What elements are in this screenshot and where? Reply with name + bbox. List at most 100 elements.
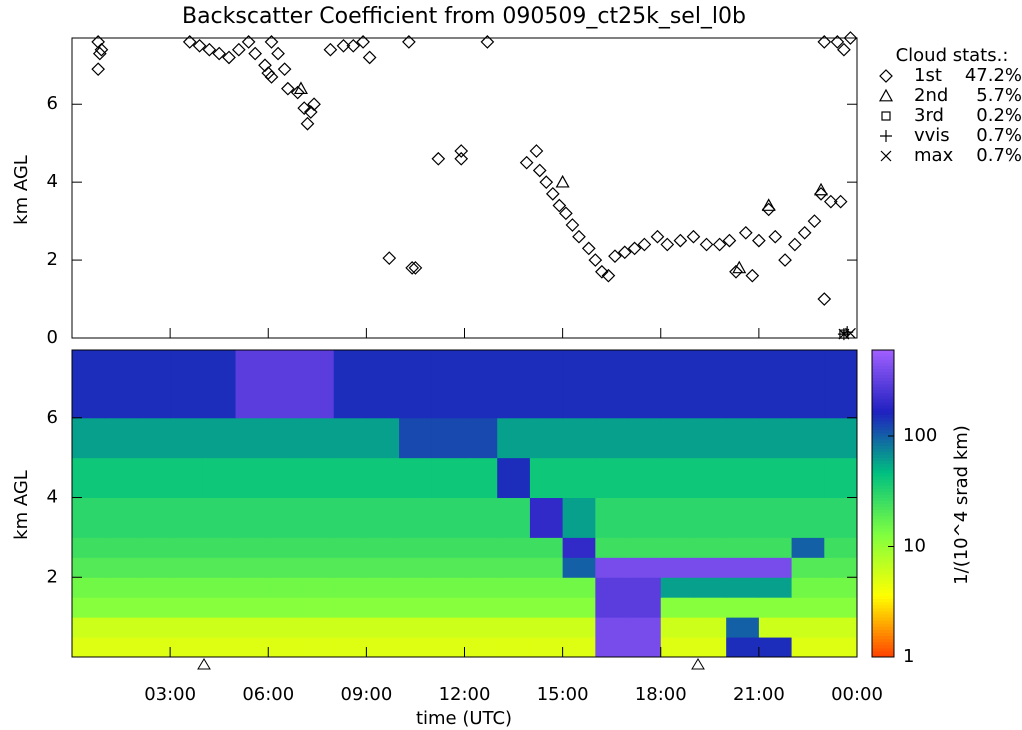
colorbar-band bbox=[872, 396, 894, 400]
heatmap-cell bbox=[399, 350, 433, 419]
heatmap-cell bbox=[562, 577, 596, 598]
heatmap-cell bbox=[366, 537, 400, 558]
heatmap-cell bbox=[202, 457, 237, 499]
colorbar-band bbox=[872, 399, 894, 403]
heatmap-cell bbox=[824, 577, 858, 598]
colorbar-tick-label: 1 bbox=[903, 646, 914, 667]
y-axis-label: km AGL bbox=[11, 470, 32, 540]
heatmap-cell bbox=[333, 557, 367, 578]
legend-label: max bbox=[914, 145, 954, 166]
heatmap-cell bbox=[235, 617, 269, 638]
legend-marker bbox=[878, 88, 894, 102]
point bbox=[545, 186, 560, 201]
colorbar-band bbox=[872, 497, 894, 501]
colorbar-band bbox=[872, 506, 894, 511]
colorbar-band bbox=[872, 466, 894, 471]
heatmap-cell bbox=[235, 350, 269, 419]
point bbox=[192, 38, 207, 53]
legend-marker bbox=[879, 69, 893, 83]
heatmap-cell bbox=[758, 457, 793, 499]
heatmap-cell bbox=[628, 457, 662, 499]
heatmap-cell bbox=[824, 457, 858, 499]
colorbar-band bbox=[872, 524, 894, 529]
heatmap-cell bbox=[202, 417, 237, 459]
heatmap-cell bbox=[268, 557, 302, 578]
colorbar-band bbox=[872, 518, 894, 523]
point bbox=[837, 42, 851, 57]
heatmap-cell bbox=[431, 497, 465, 538]
x-tick-label: 18:00 bbox=[635, 684, 687, 705]
heatmap-cell bbox=[170, 417, 204, 459]
point bbox=[454, 151, 469, 166]
point bbox=[94, 42, 109, 57]
heatmap-cell bbox=[366, 557, 400, 578]
colorbar-band bbox=[872, 629, 894, 633]
heatmap-cell bbox=[137, 417, 171, 459]
point bbox=[539, 175, 554, 190]
point bbox=[281, 81, 295, 96]
chart-title: Backscatter Coefficient from 090509_ct25… bbox=[182, 4, 746, 29]
colorbar-band bbox=[872, 561, 894, 566]
colorbar-band bbox=[872, 402, 894, 406]
heatmap-cell bbox=[693, 577, 727, 598]
heatmap-cell bbox=[791, 350, 825, 419]
heatmap-cell bbox=[497, 497, 531, 538]
point bbox=[797, 225, 812, 240]
heatmap-cell bbox=[595, 350, 629, 419]
point bbox=[346, 38, 361, 53]
point bbox=[91, 35, 106, 49]
heatmap-cell bbox=[660, 350, 694, 419]
colorbar-band bbox=[872, 435, 894, 440]
heatmap-cell bbox=[791, 557, 825, 578]
point bbox=[817, 292, 832, 306]
colorbar-band bbox=[872, 386, 894, 391]
heatmap-cell bbox=[824, 350, 858, 419]
heatmap-cell bbox=[464, 637, 498, 658]
heatmap-cell bbox=[758, 350, 793, 419]
y-axis-label: km AGL bbox=[11, 155, 32, 225]
heatmap-cell bbox=[333, 417, 367, 459]
heatmap-cell bbox=[366, 637, 400, 658]
point bbox=[555, 174, 570, 188]
colorbar-band bbox=[872, 500, 894, 504]
heatmap-cell bbox=[529, 457, 564, 499]
point bbox=[745, 268, 760, 283]
colorbar-band bbox=[872, 592, 894, 597]
heatmap-cell bbox=[660, 617, 694, 638]
heatmap-cell bbox=[333, 457, 367, 499]
heatmap-cell bbox=[464, 577, 498, 598]
point bbox=[814, 182, 829, 196]
heatmap-cell bbox=[104, 457, 138, 499]
heatmap-cell bbox=[562, 417, 596, 459]
heatmap-cell bbox=[72, 617, 106, 638]
heatmap-cell bbox=[595, 557, 629, 578]
colorbar-tick-label: 10 bbox=[903, 535, 926, 556]
heatmap-cell bbox=[235, 497, 269, 538]
heatmap-cell bbox=[497, 537, 531, 558]
heatmap-cell bbox=[366, 497, 400, 538]
heatmap-cell bbox=[562, 557, 596, 578]
legend-stat: 0.7% bbox=[976, 145, 1022, 166]
x-tick-label: 09:00 bbox=[340, 684, 392, 705]
heatmap-cell bbox=[726, 417, 760, 459]
heatmap-cell bbox=[595, 597, 629, 618]
heatmap-cell bbox=[104, 597, 138, 618]
heatmap-cell bbox=[202, 557, 237, 578]
heatmap-cell bbox=[137, 557, 171, 578]
heatmap-cell bbox=[366, 417, 400, 459]
heatmap-cell bbox=[333, 637, 367, 658]
heatmap-cell bbox=[104, 537, 138, 558]
heatmap-cell bbox=[529, 497, 564, 538]
point bbox=[91, 62, 106, 77]
colorbar-band bbox=[872, 509, 894, 514]
colorbar-band bbox=[872, 439, 894, 443]
heatmap-cell bbox=[399, 497, 433, 538]
heatmap-cell bbox=[562, 617, 596, 638]
heatmap-cell bbox=[431, 637, 465, 658]
heatmap-cell bbox=[497, 417, 531, 459]
colorbar-band bbox=[872, 380, 894, 385]
colorbar-band bbox=[872, 635, 894, 640]
heatmap-cell bbox=[202, 617, 237, 638]
heatmap-cell bbox=[170, 457, 204, 499]
colorbar-band bbox=[872, 617, 894, 621]
